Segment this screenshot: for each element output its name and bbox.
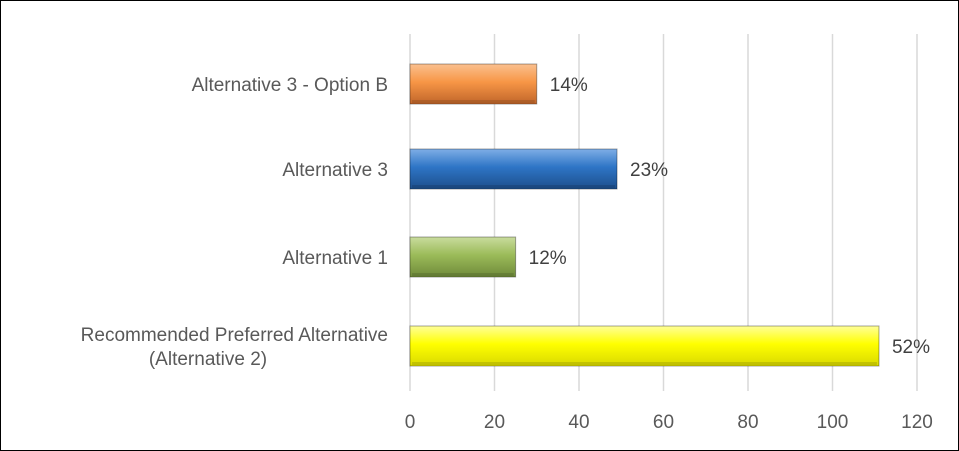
labels: 0 20 40 60 80 100 120 14% Alternative 3 - Option… [81, 75, 933, 433]
x-tick-label: 0 [405, 412, 416, 433]
data-label: 23% [630, 160, 668, 181]
category-label: Alternative 3 [282, 160, 388, 181]
x-tick-label: 40 [568, 412, 589, 433]
x-tick-label: 20 [484, 412, 505, 433]
bar-0-shade [412, 100, 535, 103]
bar-1 [409, 148, 618, 190]
data-label: 52% [892, 337, 930, 358]
bar-2 [409, 236, 517, 278]
bar-3-shade [412, 362, 877, 365]
bar-2-shade [412, 273, 514, 276]
category-label: Alternative 1 [282, 248, 388, 269]
x-tick-label: 80 [737, 412, 758, 433]
bars [409, 63, 880, 367]
bar-1-shade [412, 185, 616, 188]
category-label: Alternative 3 - Option B [192, 75, 388, 96]
category-label: (Alternative 2) [149, 349, 267, 370]
x-tick-label: 120 [901, 412, 933, 433]
x-tick-label: 100 [817, 412, 849, 433]
data-label: 14% [550, 75, 588, 96]
category-label: Recommended Preferred Alternative [81, 325, 388, 346]
bar-3 [409, 325, 880, 367]
data-label: 12% [529, 248, 567, 269]
bar-0 [409, 63, 538, 105]
x-tick-label: 60 [653, 412, 674, 433]
